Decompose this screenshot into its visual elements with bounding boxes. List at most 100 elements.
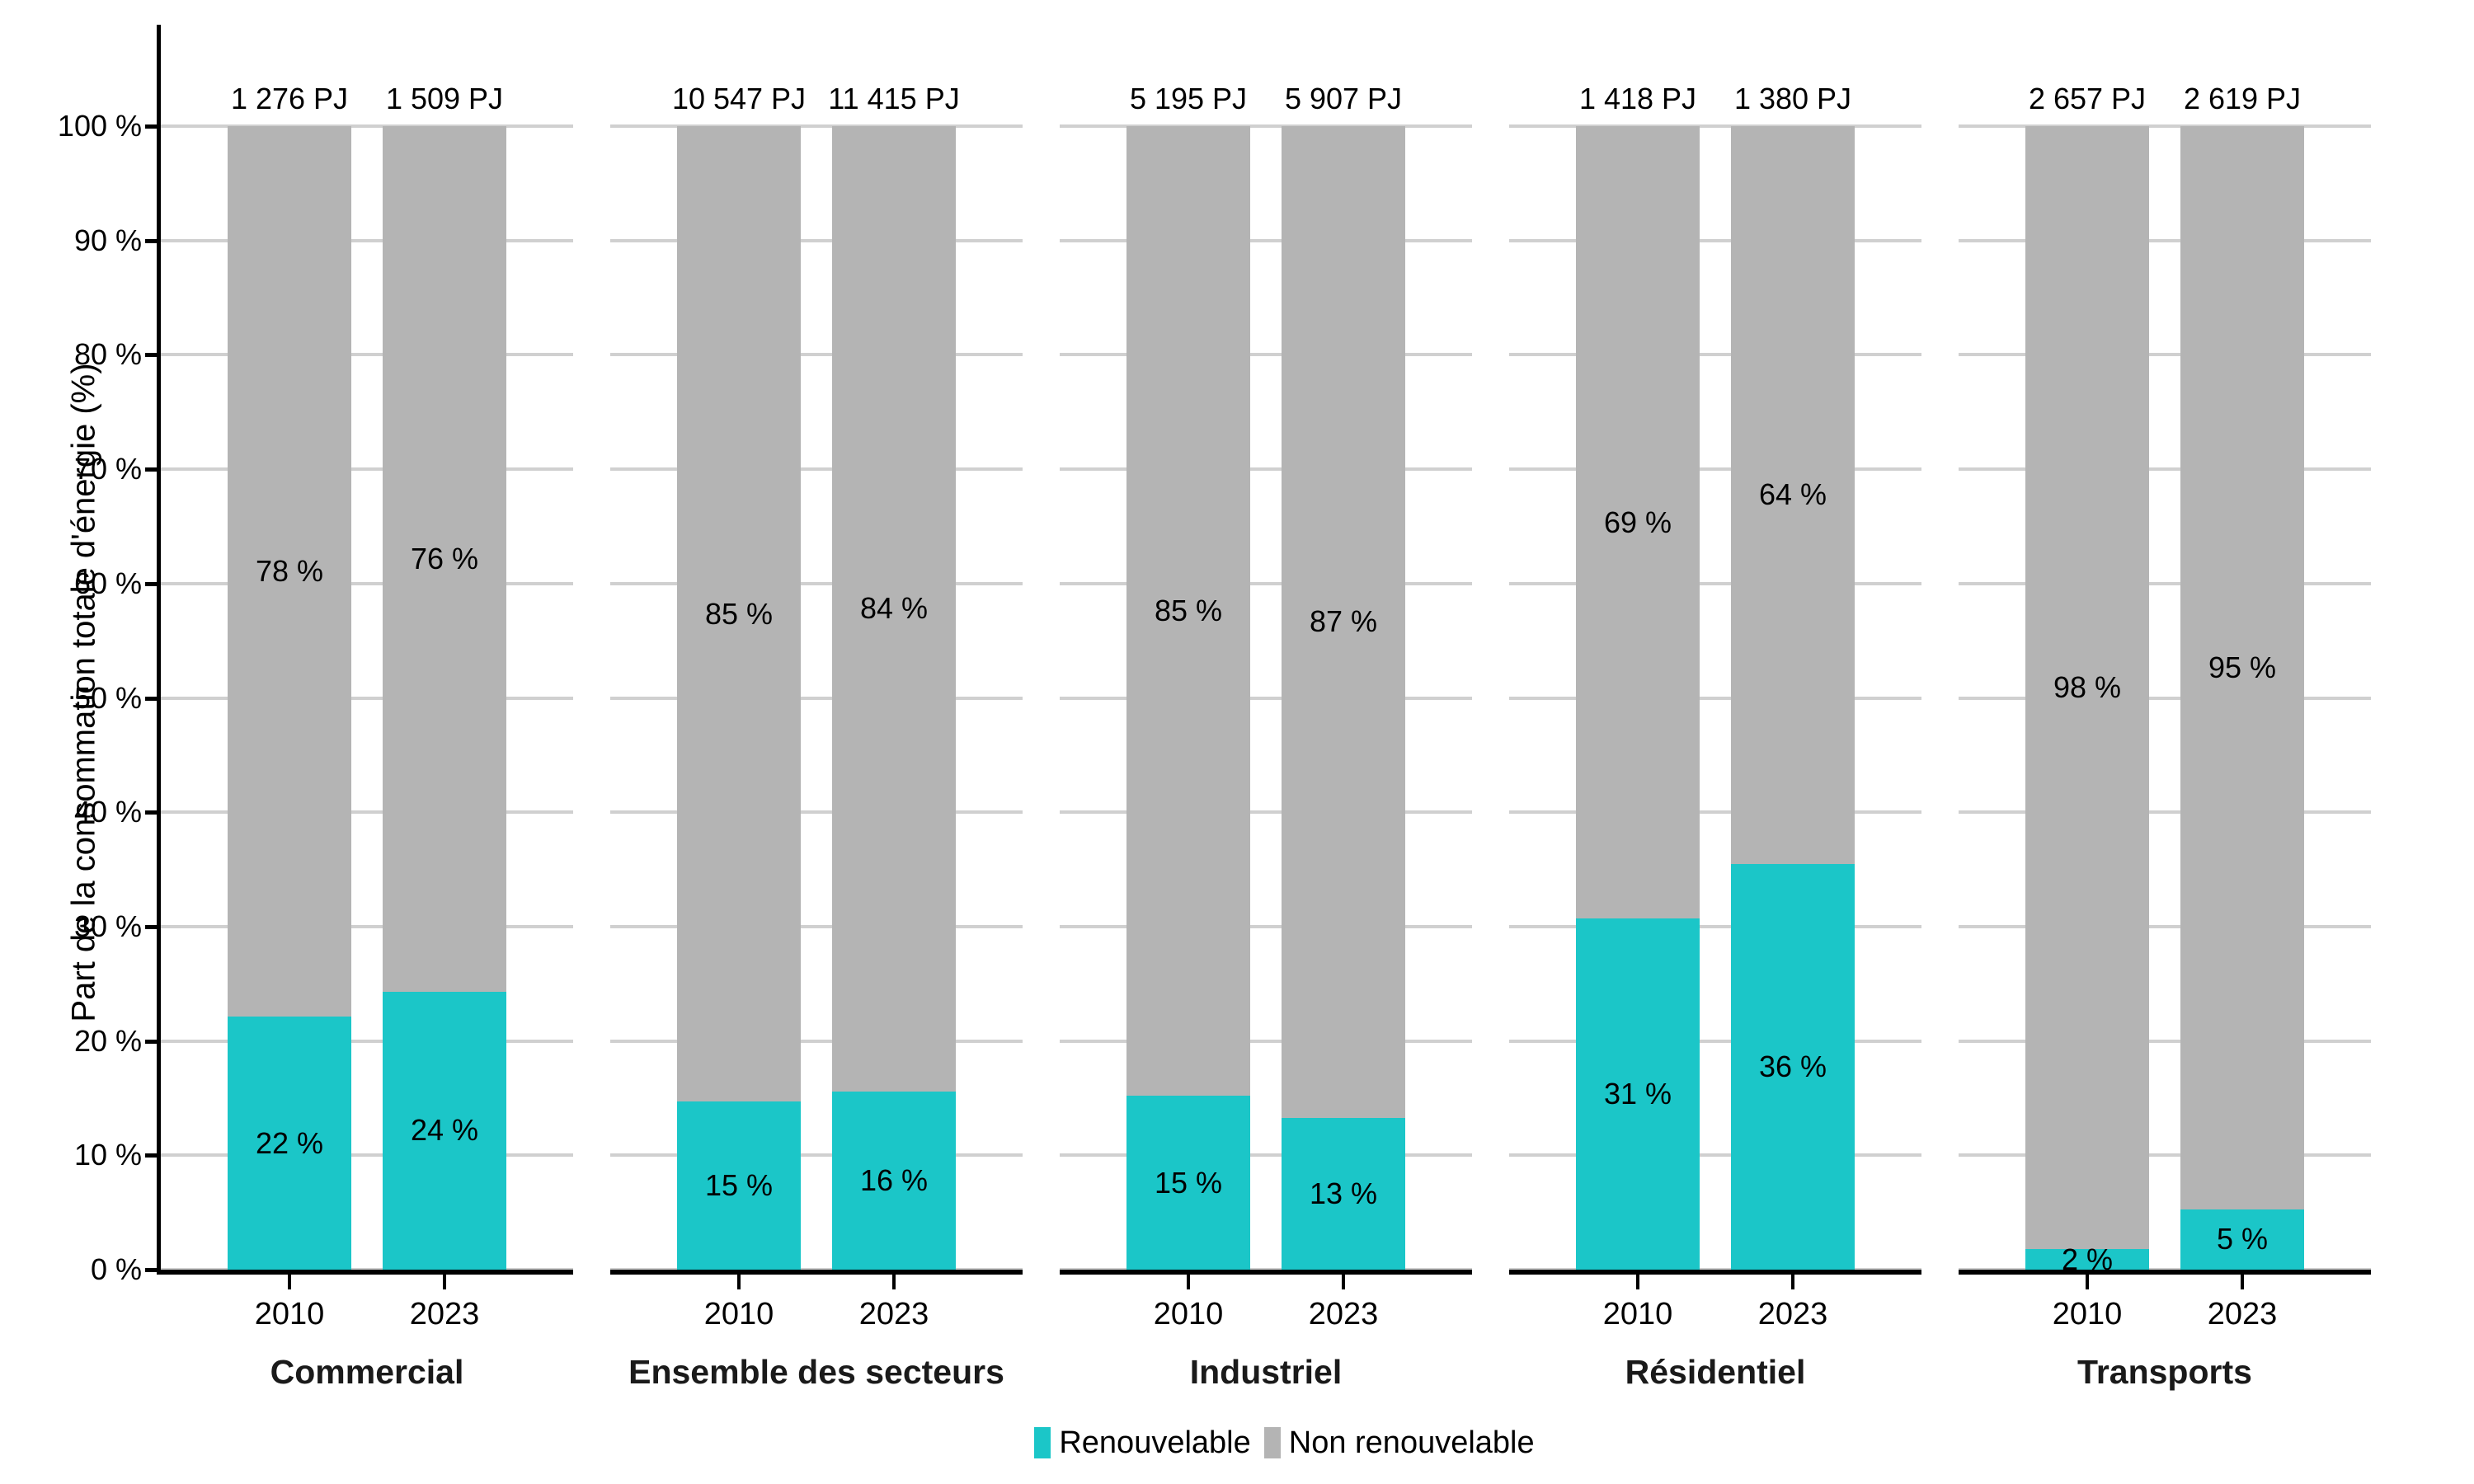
gridline [1060, 1153, 1472, 1158]
legend-swatch-nonrenewable [1263, 1427, 1281, 1458]
bar-total-label: 1 276 PJ [230, 82, 349, 115]
x-axis-tick [1791, 1275, 1794, 1289]
bar-nonrenewable-segment [228, 126, 351, 1017]
gridline [1509, 810, 1921, 815]
y-axis-tick [145, 581, 158, 586]
gridline [161, 124, 573, 128]
gridline [1509, 238, 1921, 242]
bar-nonrenewable-segment [2025, 126, 2149, 1250]
gridline [161, 696, 573, 700]
x-tick-label: 2023 [1757, 1297, 1828, 1331]
x-axis-tick [1187, 1275, 1190, 1289]
x-axis-tick [1342, 1275, 1345, 1289]
renewable-value-label: 22 % [255, 1125, 324, 1160]
gridline [1060, 238, 1472, 242]
y-axis-tick [145, 696, 158, 701]
x-axis-tick [737, 1275, 741, 1289]
gridline [1060, 581, 1472, 585]
bar-renewable-segment [1576, 918, 1700, 1270]
gridline [161, 581, 573, 585]
gridline [1060, 810, 1472, 815]
nonrenewable-value-label: 64 % [1758, 477, 1827, 512]
nonrenewable-value-label: 85 % [1154, 594, 1223, 628]
nonrenewable-value-label: 95 % [2208, 650, 2277, 684]
y-tick-label: 70 % [73, 452, 142, 486]
legend-swatch-renewable [1034, 1427, 1051, 1458]
x-tick-label: 2023 [409, 1297, 480, 1331]
y-axis-tick [145, 1268, 158, 1272]
bar-nonrenewable-segment [1576, 126, 1700, 919]
bar-renewable-segment [228, 1017, 351, 1270]
bar-renewable-segment [2025, 1249, 2149, 1270]
nonrenewable-value-label: 69 % [1603, 505, 1672, 539]
bar-nonrenewable-segment [1282, 126, 1405, 1118]
nonrenewable-value-label: 78 % [255, 554, 324, 589]
y-axis-tick [145, 1039, 158, 1044]
gridline [610, 353, 1023, 357]
renewable-value-label: 5 % [2216, 1222, 2269, 1256]
bar-renewable-segment [832, 1091, 956, 1270]
nonrenewable-value-label: 85 % [704, 596, 774, 631]
gridline [1509, 124, 1921, 128]
y-axis-tick [145, 1153, 158, 1158]
facet-label: Commercial [270, 1353, 464, 1391]
renewable-value-label: 16 % [859, 1162, 929, 1197]
gridline [1959, 124, 2371, 128]
gridline [1060, 1039, 1472, 1043]
gridline [610, 124, 1023, 128]
gridline [1509, 1039, 1921, 1043]
gridline [1959, 1153, 2371, 1158]
bar-total-label: 2 657 PJ [2028, 82, 2147, 115]
gridline [1959, 696, 2371, 700]
renewable-value-label: 15 % [1154, 1165, 1223, 1200]
gridline [1060, 353, 1472, 357]
gridline [610, 1153, 1023, 1158]
gridline [1509, 467, 1921, 472]
legend-item: Renouvelable [1034, 1423, 1251, 1463]
gridline [1060, 696, 1472, 700]
bar-renewable-segment [677, 1101, 801, 1270]
gridline [1060, 924, 1472, 928]
x-tick-label: 2010 [703, 1297, 774, 1331]
gridline [610, 467, 1023, 472]
gridline [161, 924, 573, 928]
gridline [1509, 696, 1921, 700]
x-tick-label: 2023 [1308, 1297, 1379, 1331]
x-axis-tick [443, 1275, 446, 1289]
bar-total-label: 1 380 PJ [1733, 82, 1852, 115]
x-axis-line [1959, 1270, 2371, 1275]
facet-label: Ensemble des secteurs [628, 1353, 1004, 1391]
gridline [1509, 581, 1921, 585]
y-axis-tick [145, 467, 158, 472]
gridline [610, 581, 1023, 585]
bar-total-label: 10 547 PJ [671, 82, 807, 115]
gridline [1959, 238, 2371, 242]
bar-total-label: 11 415 PJ [828, 82, 960, 115]
x-axis-tick [2241, 1275, 2244, 1289]
gridline [610, 924, 1023, 928]
y-tick-label: 10 % [73, 1138, 142, 1172]
facet-label: Transports [2077, 1353, 2252, 1391]
renewable-value-label: 13 % [1309, 1176, 1378, 1210]
renewable-value-label: 15 % [704, 1168, 774, 1203]
y-tick-label: 20 % [73, 1023, 142, 1058]
bar-nonrenewable-segment [2180, 126, 2304, 1209]
nonrenewable-value-label: 98 % [2053, 670, 2122, 705]
nonrenewable-value-label: 76 % [410, 541, 479, 575]
gridline [161, 810, 573, 815]
legend: Renouvelable Non renouvelable [161, 1423, 2408, 1463]
gridline [1509, 353, 1921, 357]
bar-total-label: 5 907 PJ [1284, 82, 1403, 115]
nonrenewable-value-label: 87 % [1309, 604, 1378, 639]
gridline [161, 238, 573, 242]
renewable-value-label: 2 % [2061, 1242, 2114, 1276]
y-axis-tick [145, 238, 158, 243]
gridline [1959, 924, 2371, 928]
y-tick-label: 100 % [57, 109, 142, 143]
gridline [161, 467, 573, 472]
facet-panel: 15 % 85 % 10 547 PJ 2010 16 % 84 % 11 415 PJ 20… [610, 25, 1023, 1391]
x-axis-tick [2086, 1275, 2089, 1289]
x-tick-label: 2010 [1153, 1297, 1224, 1331]
facet-panel: 2 % 98 % 2 657 PJ 2010 5 % 95 % 2 619 PJ 2023 Tr… [1959, 25, 2371, 1391]
gridline [610, 696, 1023, 700]
